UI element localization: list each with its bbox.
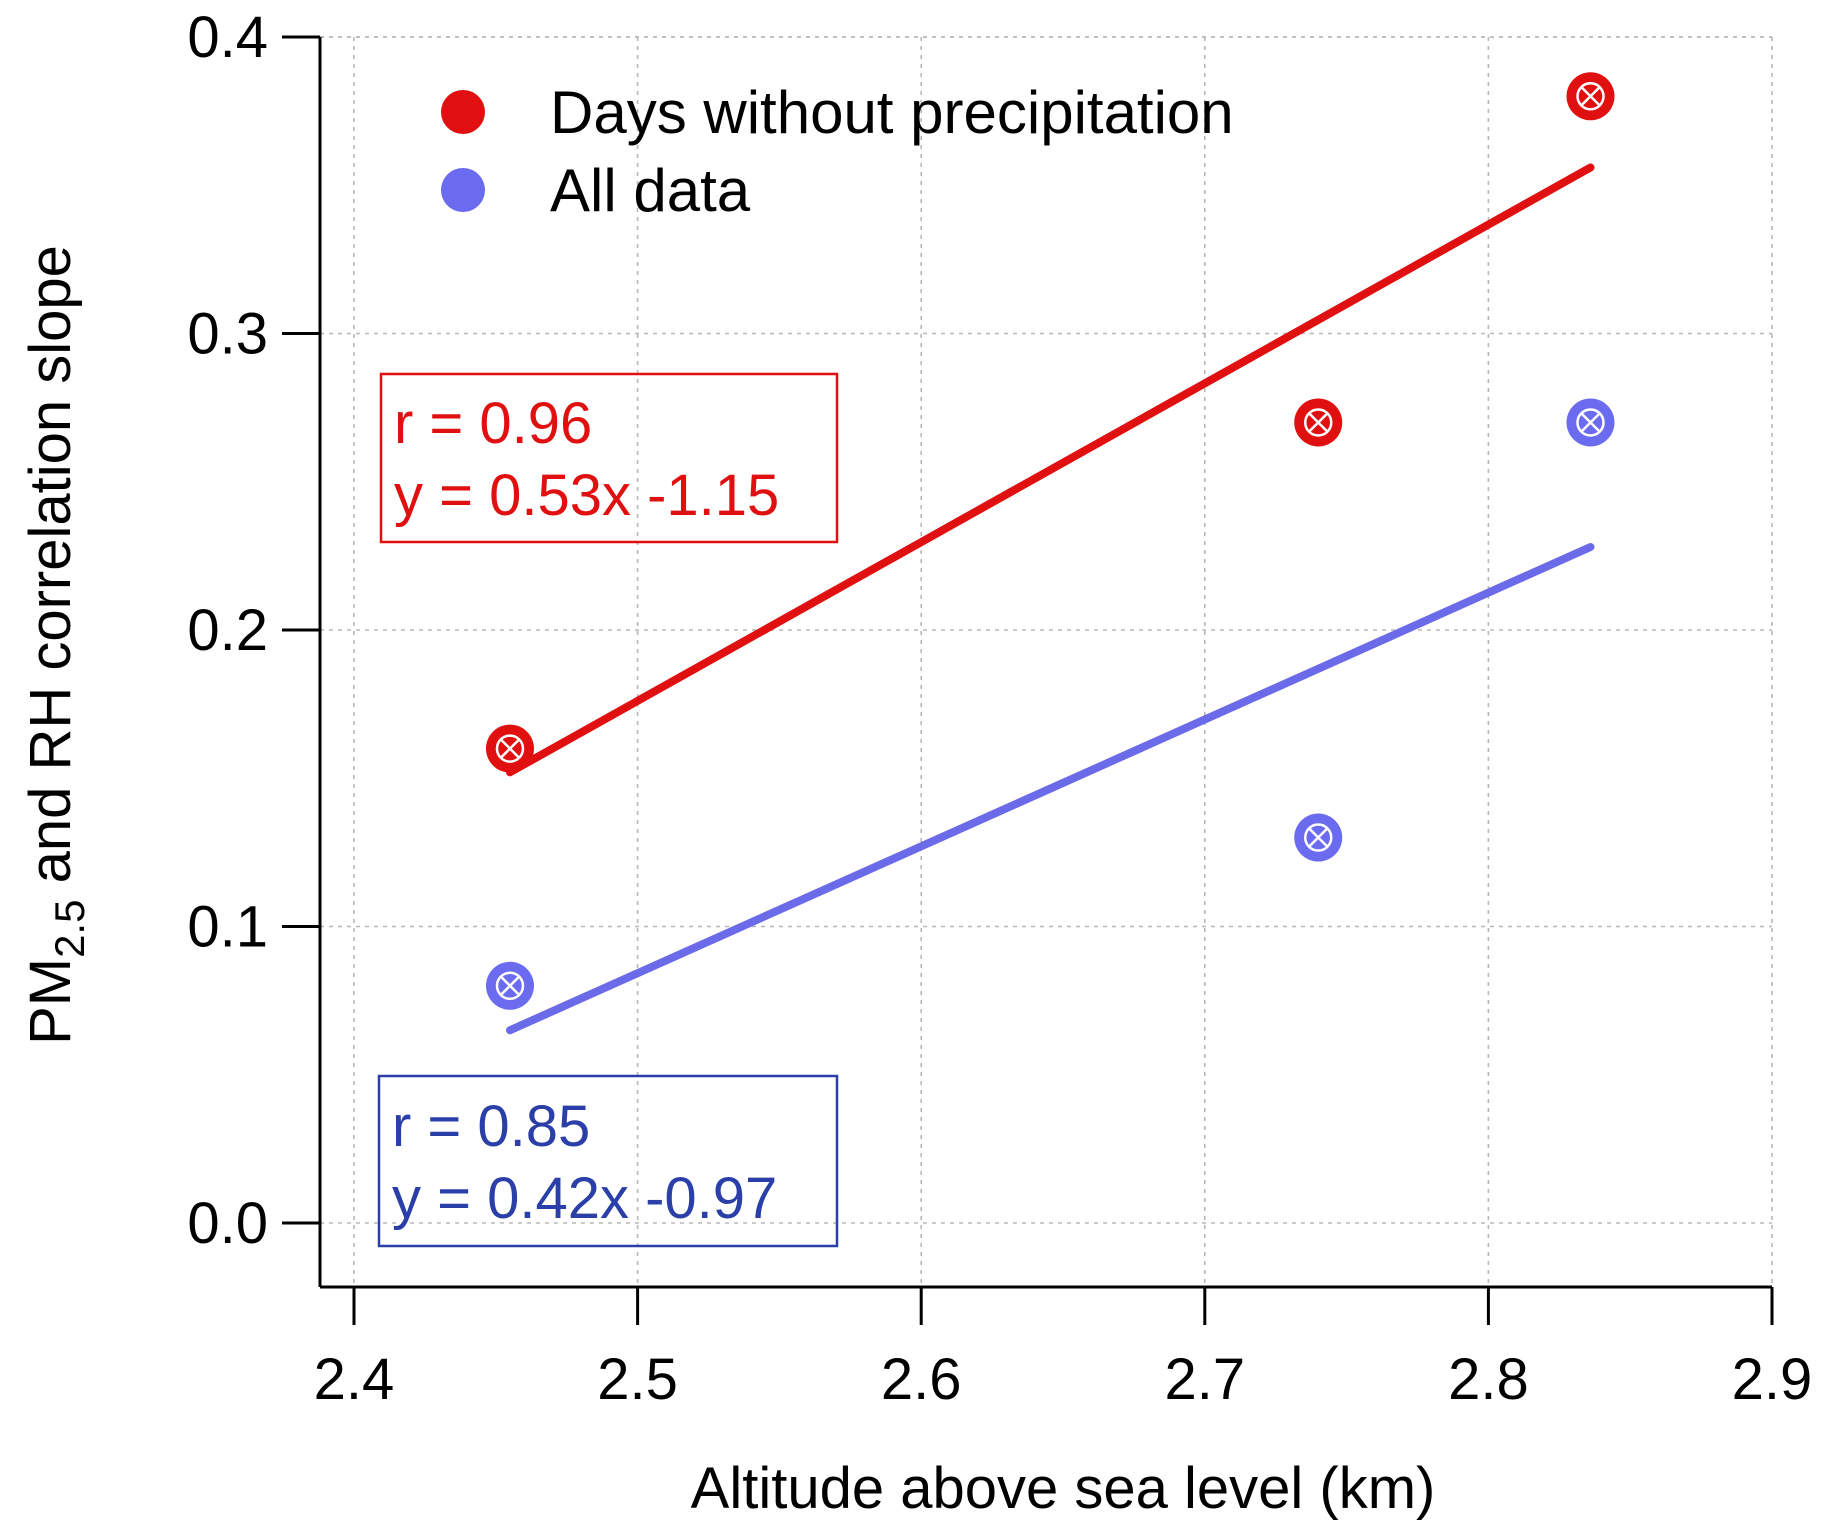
legend-marker-all-data bbox=[441, 168, 485, 212]
data-point-cross bbox=[500, 975, 520, 996]
data-point-cross bbox=[1580, 412, 1601, 433]
data-point-ring bbox=[1303, 823, 1333, 852]
y-tick-label: 0.1 bbox=[187, 895, 268, 960]
y-axis-title-subscript: 2.5 bbox=[46, 900, 93, 958]
fit-line-all-data bbox=[505, 542, 1595, 1035]
data-point-all-data bbox=[485, 961, 534, 1010]
data-point-all-data bbox=[1294, 813, 1343, 862]
data-point-ring bbox=[1576, 82, 1605, 111]
annotation-red-equation: y = 0.53x -1.15 bbox=[394, 463, 779, 528]
x-axis-title: Altitude above sea level (km) bbox=[691, 1456, 1436, 1521]
data-point-all-data bbox=[1566, 398, 1615, 447]
data-point-days-without-precipitation bbox=[1566, 72, 1615, 121]
annotation-red-r-value: r = 0.96 bbox=[394, 391, 592, 456]
y-tick-label: 0.3 bbox=[187, 302, 268, 367]
data-point-ring bbox=[495, 734, 525, 763]
x-tick-label: 2.6 bbox=[881, 1347, 962, 1412]
legend-label-days-without-precipitation: Days without precipitation bbox=[550, 79, 1234, 146]
data-point-days-without-precipitation bbox=[485, 724, 534, 773]
x-tick-label: 2.9 bbox=[1732, 1347, 1813, 1412]
annotation-frame-blue bbox=[377, 1074, 839, 1248]
y-tick-label: 0.0 bbox=[187, 1191, 268, 1256]
data-point-days-without-precipitation bbox=[1294, 398, 1343, 447]
y-tick-label: 0.4 bbox=[187, 5, 268, 70]
y-axis-title: PM2.5 and RH correlation slope bbox=[18, 245, 93, 1045]
data-point-cross bbox=[1308, 412, 1329, 433]
grid-layer bbox=[320, 36, 1773, 1287]
data-point-ring bbox=[1576, 408, 1605, 437]
y-ticks: 0.0 0.1 0.2 0.3 0.4 bbox=[187, 5, 320, 1256]
x-tick-label: 2.8 bbox=[1448, 1347, 1529, 1412]
legend-label-all-data: All data bbox=[550, 157, 751, 224]
x-ticks: 2.4 2.5 2.6 2.7 2.8 2.9 bbox=[314, 1287, 1813, 1412]
annotation-blue-r-value: r = 0.85 bbox=[392, 1094, 590, 1159]
fit-lines bbox=[505, 163, 1595, 1035]
data-point-ring bbox=[1303, 408, 1333, 437]
annotation-frame-red bbox=[379, 372, 839, 544]
data-point-cross bbox=[500, 738, 520, 759]
y-axis-title-prefix: PM bbox=[18, 958, 83, 1045]
annotation-box-all-data: r = 0.85 y = 0.42x -0.97 bbox=[377, 1074, 839, 1248]
annotation-blue-equation: y = 0.42x -0.97 bbox=[392, 1166, 777, 1231]
annotation-box-days-without-precipitation: r = 0.96 y = 0.53x -1.15 bbox=[379, 372, 839, 544]
y-tick-label: 0.2 bbox=[187, 598, 268, 663]
legend-marker-days-without-precipitation bbox=[441, 90, 485, 134]
data-points bbox=[485, 72, 1615, 1010]
x-tick-label: 2.5 bbox=[597, 1347, 678, 1412]
data-point-cross bbox=[1308, 827, 1329, 848]
x-tick-label: 2.7 bbox=[1164, 1347, 1245, 1412]
fit-line-days-without-precipitation bbox=[505, 163, 1595, 777]
data-point-cross bbox=[1580, 86, 1601, 107]
data-point-ring bbox=[495, 971, 525, 1001]
axes bbox=[318, 37, 1772, 1289]
x-tick-label: 2.4 bbox=[314, 1347, 395, 1412]
y-axis-title-suffix: and RH correlation slope bbox=[18, 245, 83, 899]
legend: Days without precipitation All data bbox=[441, 79, 1234, 224]
